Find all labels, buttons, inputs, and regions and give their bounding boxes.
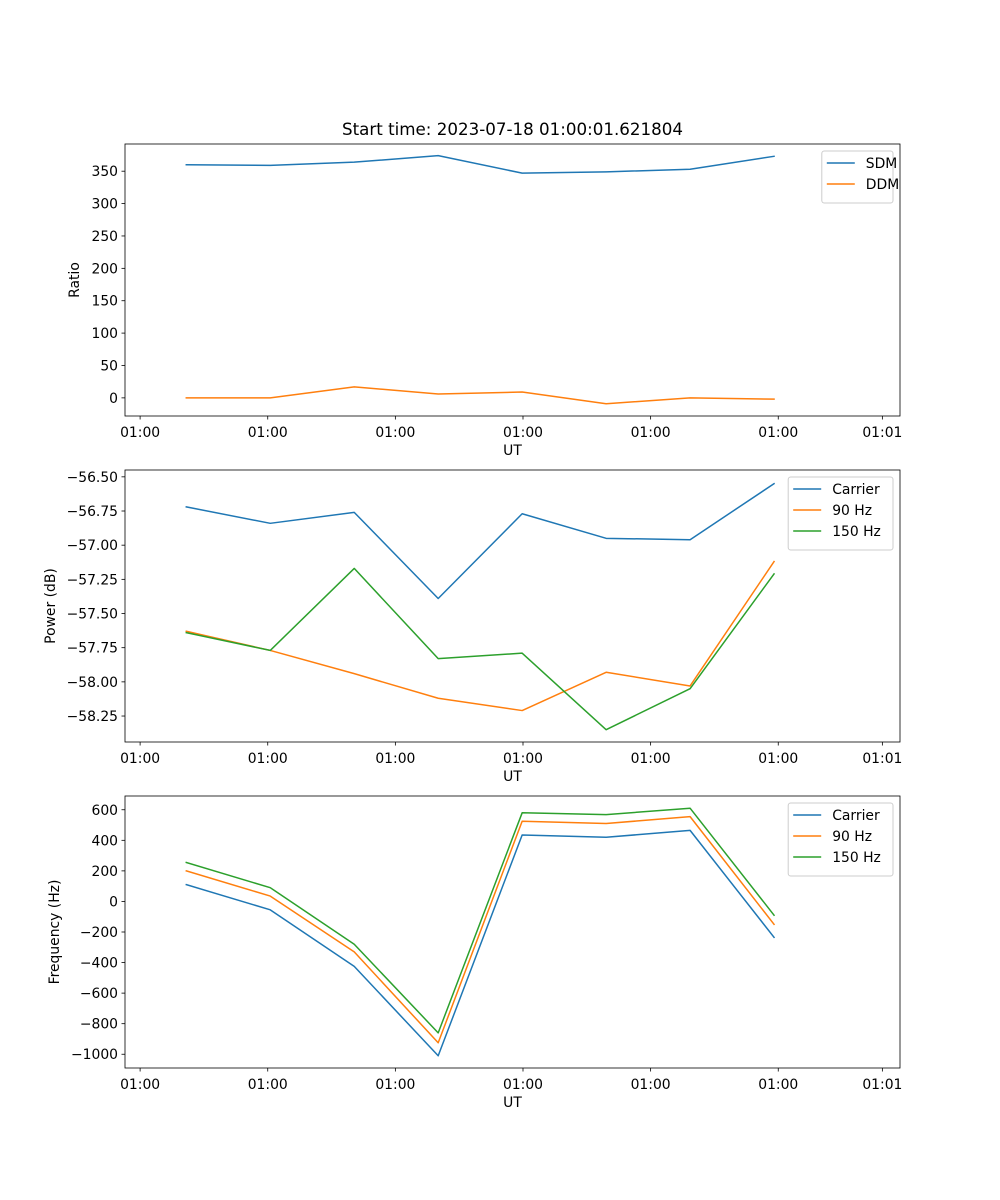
series-line-150-hz [185,807,776,1034]
legend-entry: 90 Hz [832,829,872,845]
x-tick-label: 01:00 [631,425,671,441]
legend-entry: 150 Hz [832,850,881,866]
x-axis-label: UT [503,443,522,459]
legend-box [821,150,894,204]
x-tick-label: 01:00 [375,1077,415,1093]
y-tick-label: −400 [80,956,118,972]
y-tick-label: −200 [80,925,118,941]
x-tick-label: 01:00 [120,751,160,767]
y-tick-label: −57.00 [67,538,118,554]
chart-title: Start time: 2023-07-18 01:00:01.621804 [342,119,683,139]
y-tick-label: −600 [80,986,118,1002]
series-line-90-hz [185,560,776,712]
y-tick-label: 400 [91,833,118,849]
legend: Carrier 90 Hz 150 Hz [787,476,894,551]
x-tick-label: 01:00 [503,425,543,441]
x-tick-label: 01:00 [120,425,160,441]
y-tick-label: 200 [91,261,118,277]
y-tick-label: −58.00 [67,675,118,691]
chart-panel-3: −1000 −800 −600 −400 −200 0 200 400 600 01:00 01:0… [47,795,902,1111]
x-tick-label: 01:01 [862,751,902,767]
x-tick-label: 01:00 [375,751,415,767]
x-tick-label: 01:00 [758,425,798,441]
y-tick-label: −1000 [71,1047,118,1063]
y-tick-label: −57.75 [67,641,118,657]
y-tick-label: −56.50 [67,470,118,486]
legend-entry: DDM [866,177,899,193]
series-line-carrier [185,829,776,1057]
plot-frame [124,469,901,743]
plot-frame [124,795,901,1069]
x-tick-label: 01:00 [758,751,798,767]
y-tick-label: −56.75 [67,504,118,520]
x-axis-label: UT [503,1095,522,1111]
x-tick-label: 01:00 [120,1077,160,1093]
legend: Carrier 90 Hz 150 Hz [787,802,894,877]
y-tick-label: 150 [91,294,118,310]
chart-panel-1: Start time: 2023-07-18 01:00:01.621804 0 5… [67,119,902,459]
y-tick-label: 0 [109,391,118,407]
y-tick-label: 200 [91,864,118,880]
x-tick-label: 01:00 [631,1077,671,1093]
legend-entry: SDM [866,156,898,172]
y-tick-label: −57.50 [67,607,118,623]
x-tick-label: 01:00 [248,751,288,767]
y-tick-label: 0 [109,894,118,910]
x-tick-label: 01:00 [248,425,288,441]
y-tick-label: 350 [91,164,118,180]
y-tick-label: 250 [91,229,118,245]
y-tick-label: −58.25 [67,709,118,725]
x-tick-label: 01:00 [631,751,671,767]
x-tick-label: 01:00 [758,1077,798,1093]
legend-entry: Carrier [832,808,880,824]
chart-panel-2: −58.25 −58.00 −57.75 −57.50 −57.25 −57.00 −56.… [43,469,902,785]
x-tick-label: 01:01 [862,425,902,441]
y-tick-label: −800 [80,1017,118,1033]
y-tick-label: 50 [100,358,118,374]
series-line-ddm [185,386,775,405]
x-tick-label: 01:00 [503,1077,543,1093]
x-tick-label: 01:00 [248,1077,288,1093]
y-tick-label: 600 [91,803,118,819]
legend-entry: 90 Hz [832,503,872,519]
y-axis-label: Power (dB) [43,568,59,644]
x-tick-label: 01:01 [862,1077,902,1093]
y-tick-label: −57.25 [67,572,118,588]
legend-entry: 150 Hz [832,524,881,540]
x-tick-label: 01:00 [503,751,543,767]
series-line-90-hz [185,815,776,1044]
plot-frame [124,143,901,417]
y-tick-label: 100 [91,326,118,342]
series-line-carrier [185,482,776,600]
y-axis-label: Ratio [67,262,83,298]
series-line-sdm [185,154,775,174]
series-line-150-hz [185,567,776,731]
y-tick-label: 300 [91,197,118,213]
legend: SDM DDM [821,150,899,204]
y-axis-label: Frequency (Hz) [47,880,63,985]
x-axis-label: UT [503,769,522,785]
legend-entry: Carrier [832,482,880,498]
x-tick-label: 01:00 [375,425,415,441]
